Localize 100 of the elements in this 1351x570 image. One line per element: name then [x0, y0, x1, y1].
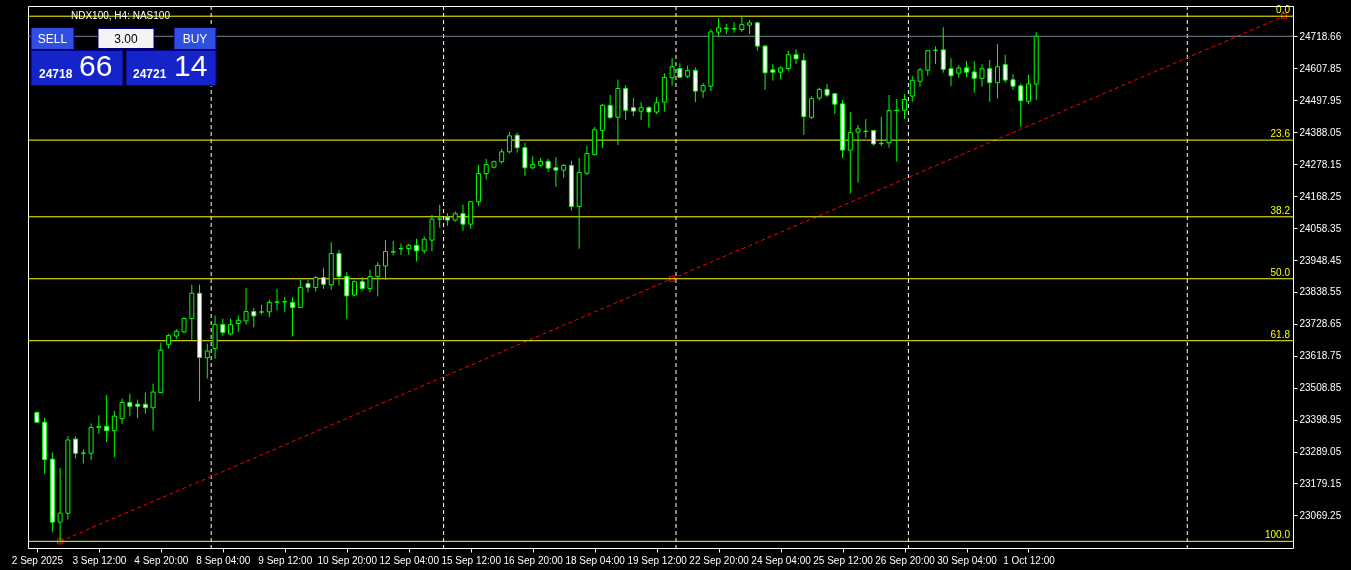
x-tick-label: 25 Sep 12:00: [813, 554, 874, 566]
x-tick-label: 19 Sep 12:00: [627, 554, 688, 566]
x-tick-label: 15 Sep 12:00: [441, 554, 502, 566]
y-tick-label: 24168.25: [1299, 190, 1342, 202]
candlestick: [429, 214, 435, 252]
candlestick: [375, 262, 381, 297]
candlestick: [979, 64, 985, 87]
x-tick-label: 9 Sep 12:00: [258, 554, 313, 566]
candlestick: [824, 83, 830, 98]
y-tick-label: 23289.05: [1299, 446, 1342, 458]
candlestick: [80, 449, 86, 464]
candlestick: [902, 94, 908, 119]
x-tick-label: 4 Sep 20:00: [134, 554, 189, 566]
candlestick: [437, 204, 443, 228]
candlestick: [290, 296, 296, 337]
candlestick: [940, 27, 946, 73]
y-tick-label: 23179.15: [1299, 477, 1342, 489]
candlestick: [212, 315, 218, 359]
x-tick-label: 30 Sep 04:00: [937, 554, 998, 566]
x-tick-label: 22 Sep 20:00: [689, 554, 750, 566]
candlestick: [623, 85, 629, 121]
candlestick: [607, 94, 613, 119]
candlestick: [669, 58, 675, 86]
candlestick: [832, 93, 838, 114]
ref-line-label: 23.6: [1270, 128, 1291, 140]
x-tick-label: 3 Sep 12:00: [72, 554, 127, 566]
candlestick: [468, 201, 474, 229]
x-tick-label: 12 Sep 04:00: [379, 554, 440, 566]
candlestick: [754, 21, 760, 51]
candlestick: [204, 343, 210, 379]
candlestick: [933, 46, 939, 65]
point: [669, 275, 676, 282]
candlestick: [305, 279, 311, 293]
candlestick: [111, 410, 117, 458]
candlestick: [863, 119, 869, 138]
ref-line-label: 61.8: [1270, 328, 1291, 340]
candlestick: [1018, 83, 1024, 127]
candlestick: [274, 288, 280, 311]
candlestick: [971, 61, 977, 93]
point: [1281, 13, 1288, 20]
y-tick-label: 24278.15: [1299, 158, 1342, 170]
x-tick-label: 10 Sep 20:00: [317, 554, 378, 566]
candlestick: [344, 272, 350, 319]
x-tick-label: 2 Sep 2025: [11, 554, 64, 566]
ref-line-label: 38.2: [1270, 204, 1291, 216]
point: [57, 538, 64, 545]
candlestick: [251, 307, 257, 328]
candlestick: [297, 279, 303, 308]
candlestick: [321, 267, 327, 289]
y-tick-label: 24388.05: [1299, 126, 1342, 138]
annotation: 66: [79, 49, 113, 82]
candlestick: [793, 49, 799, 65]
x-tick-label: 26 Sep 20:00: [875, 554, 936, 566]
candlestick: [367, 269, 373, 293]
y-tick-label: 23398.95: [1299, 414, 1342, 426]
ref-line-label: 0.0: [1276, 4, 1291, 16]
x-tick-label: 16 Sep 20:00: [503, 554, 564, 566]
candlestick: [119, 398, 125, 424]
candlestick: [127, 393, 133, 417]
candlestick: [948, 58, 954, 87]
candlestick: [909, 75, 915, 102]
candlestick: [514, 132, 520, 153]
y-tick-label: 24058.35: [1299, 222, 1342, 234]
candlestick: [398, 243, 404, 255]
annotation: BUY: [182, 31, 208, 46]
y-tick-label: 24497.95: [1299, 94, 1342, 106]
candlestick: [855, 124, 861, 183]
candlestick: [894, 99, 900, 162]
y-tick-label: 23728.65: [1299, 318, 1342, 330]
candlestick: [506, 131, 512, 154]
candlestick: [638, 101, 644, 121]
candlestick: [522, 142, 528, 176]
y-tick-label: 23948.45: [1299, 254, 1342, 266]
candlestick: [584, 145, 590, 175]
candlestick: [987, 60, 993, 102]
candlestick: [878, 116, 884, 146]
candlestick: [785, 50, 791, 71]
candlestick: [994, 44, 1000, 99]
candlestick: [1025, 74, 1031, 105]
candlestick: [142, 392, 148, 414]
y-tick-label: 24718.66: [1299, 30, 1342, 42]
ref-line-label: 50.0: [1270, 266, 1291, 278]
candlestick: [413, 238, 419, 262]
candlestick: [700, 83, 706, 98]
candlestick: [483, 158, 489, 180]
x-tick-label: 8 Sep 04:00: [196, 554, 251, 566]
candlestick: [847, 111, 853, 194]
annotation: SELL: [37, 31, 68, 46]
annotation: 24721: [133, 67, 167, 81]
candlestick: [243, 287, 249, 325]
candlestick: [1010, 74, 1016, 90]
y-tick-label: 23069.25: [1299, 509, 1342, 521]
candlestick: [692, 67, 698, 103]
ref-line-label: 100.0: [1264, 529, 1291, 541]
candlestick: [646, 106, 652, 128]
x-tick-label: 18 Sep 04:00: [565, 554, 626, 566]
x-tick-label: 1 Oct 12:00: [1003, 554, 1056, 566]
candlestick: [150, 383, 156, 431]
y-tick-label: 23838.55: [1299, 286, 1342, 298]
annotation: 14: [174, 49, 208, 82]
